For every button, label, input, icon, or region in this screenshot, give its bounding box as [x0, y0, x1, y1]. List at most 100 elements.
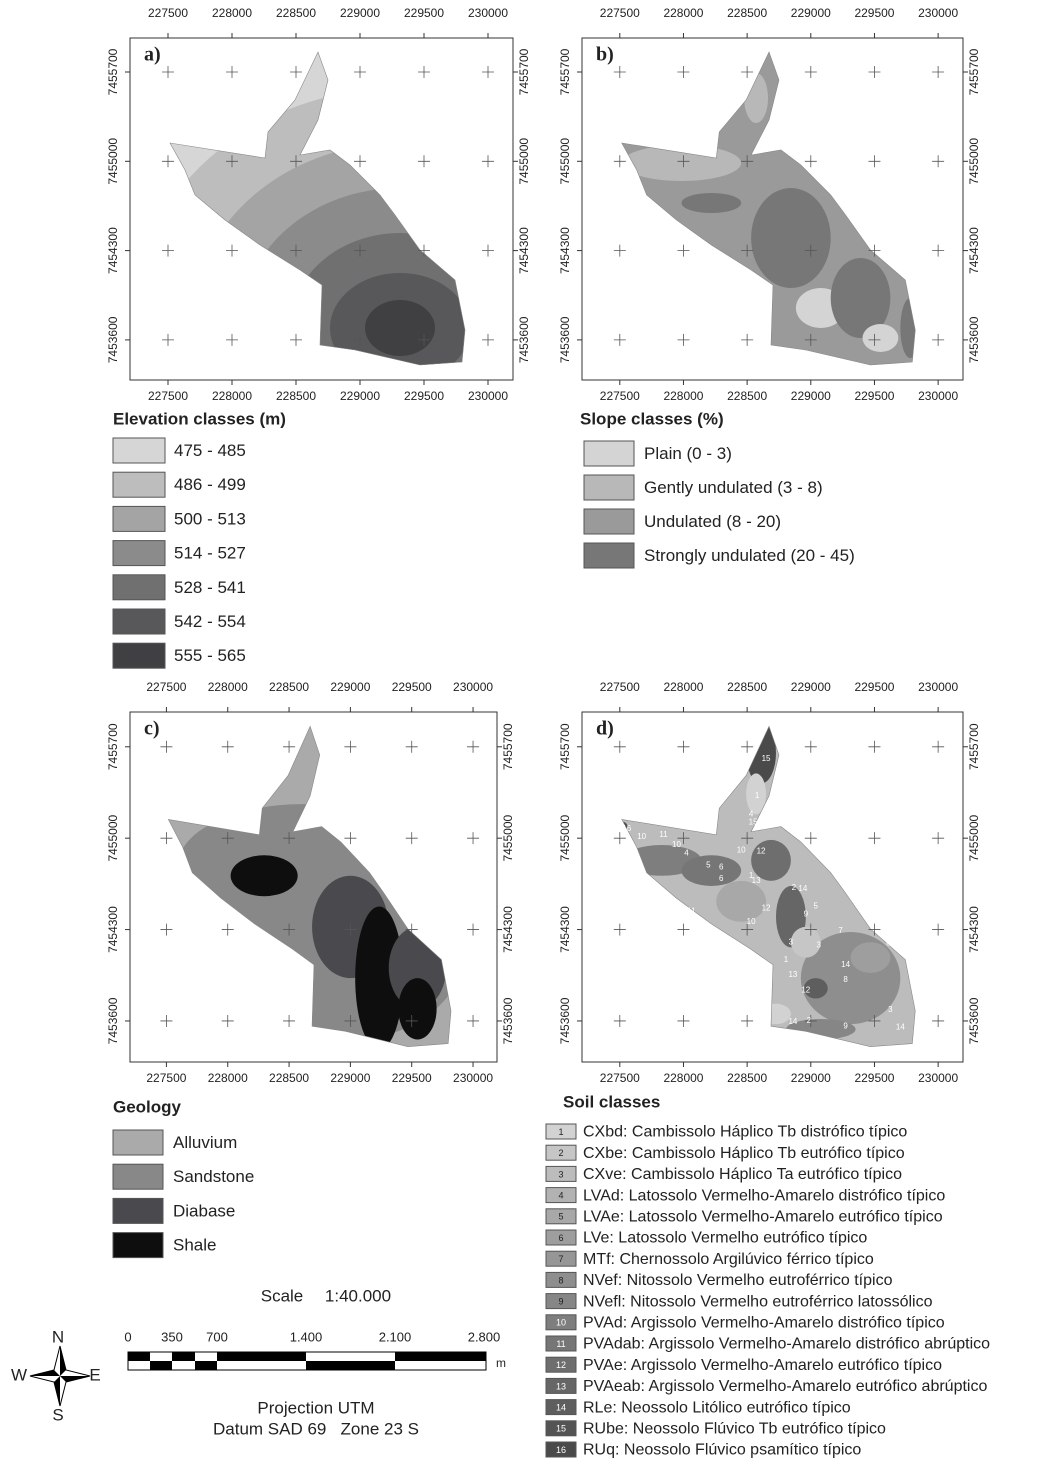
x-coord-label: 228000 [663, 680, 703, 694]
scale-unit: m [496, 1356, 506, 1370]
legend-title: Slope classes (%) [580, 409, 724, 428]
y-coord-label: 7455700 [967, 48, 981, 95]
map-region [398, 978, 436, 1039]
x-coord-label: 228500 [276, 6, 316, 20]
map-region [681, 855, 741, 886]
x-coord-label: 229000 [340, 389, 380, 403]
legend-label: 475 - 485 [174, 441, 246, 460]
y-coord-label: 7455700 [967, 723, 981, 770]
legend-swatch [113, 1233, 163, 1258]
scale-bar-label: 0 [124, 1329, 131, 1344]
scale-bar-label: 2.800 [468, 1329, 501, 1344]
x-coord-label: 230000 [468, 389, 508, 403]
map-region [863, 324, 899, 352]
y-coord-label: 7453600 [106, 997, 120, 1044]
y-coord-label: 7455000 [558, 815, 572, 862]
legend-label: CXbe: Cambissolo Háplico Tb eutrófico tí… [583, 1145, 905, 1162]
y-coord-label: 7455000 [501, 815, 515, 862]
y-coord-label: 7455000 [106, 815, 120, 862]
map-soil-label: 1 [784, 955, 789, 964]
legend-number: 2 [558, 1148, 563, 1158]
map-soil-label: 6 [719, 874, 724, 883]
map-soil-label: 11 [659, 830, 668, 839]
map-region [681, 193, 741, 213]
y-coord-label: 7454300 [558, 906, 572, 953]
scale-bar-label: 350 [161, 1329, 183, 1344]
legend-number: 10 [556, 1318, 566, 1328]
x-coord-label: 228000 [212, 6, 252, 20]
scale-bar-label: 1.400 [290, 1329, 323, 1344]
legend-label: CXbd: Cambissolo Háplico Tb distrófico t… [583, 1124, 907, 1141]
panel-label: b) [596, 44, 614, 66]
compass-letter: S [52, 1405, 63, 1424]
x-coord-label: 229500 [392, 1071, 432, 1085]
map-soil-label: 7 [838, 926, 843, 935]
x-coord-label: 229500 [854, 1071, 894, 1085]
x-coord-label: 227500 [148, 6, 188, 20]
x-coord-label: 229500 [854, 389, 894, 403]
legend-title: Geology [113, 1097, 182, 1116]
scale-bar-label: 2.100 [379, 1329, 412, 1344]
scale-segment [306, 1361, 395, 1370]
y-coord-label: 7453600 [106, 316, 120, 363]
map-soil-label: 3 [817, 940, 822, 949]
legend-label: PVAd: Argissolo Vermelho-Amarelo distróf… [583, 1315, 945, 1332]
y-coord-label: 7453600 [501, 997, 515, 1044]
x-coord-label: 229000 [791, 389, 831, 403]
legend-label: Shale [173, 1236, 216, 1255]
y-coord-label: 7455000 [558, 138, 572, 185]
map-region [365, 300, 435, 356]
map-region [716, 881, 766, 922]
x-coord-label: 230000 [453, 1071, 493, 1085]
x-coord-label: 230000 [918, 389, 958, 403]
legend-label: NVefl: Nitossolo Vermelho eutroférrico l… [583, 1293, 933, 1310]
map-soil-label: 13 [788, 970, 797, 979]
map-soil-label: 14 [788, 1017, 797, 1026]
legend-swatch [113, 1198, 163, 1223]
legend-label: Sandstone [173, 1167, 254, 1186]
legend-swatch [113, 1164, 163, 1189]
panel-label: a) [144, 44, 161, 66]
map-soil-label: 12 [762, 904, 771, 913]
map-soil-label: 14 [896, 1022, 905, 1031]
legend-label: RLe: Neossolo Litólico eutrófico típico [583, 1399, 851, 1416]
legend-number: 9 [558, 1296, 563, 1306]
legend-label: 486 - 499 [174, 475, 246, 494]
x-coord-label: 230000 [468, 6, 508, 20]
map-soil-label: 16 [622, 824, 631, 833]
y-coord-label: 7453600 [558, 997, 572, 1044]
x-coord-label: 229500 [854, 6, 894, 20]
map-soil-label: 11 [687, 907, 696, 916]
legend-label: 514 - 527 [174, 544, 246, 563]
legend-label: RUbe: Neossolo Flúvico Tb eutrófico típi… [583, 1421, 886, 1438]
legend-swatch [584, 475, 634, 500]
x-coord-label: 229000 [791, 6, 831, 20]
x-coord-label: 228500 [727, 389, 767, 403]
map-soil-label: 15 [762, 754, 771, 763]
legend-label: Alluvium [173, 1133, 237, 1152]
map-soil-label: 10 [672, 840, 681, 849]
scale-bar-label: 700 [206, 1329, 228, 1344]
legend-number: 4 [558, 1190, 563, 1200]
x-coord-label: 230000 [918, 1071, 958, 1085]
map-soil-label: 1 [755, 791, 760, 800]
legend-swatch [113, 506, 165, 531]
compass-letter: N [52, 1327, 64, 1346]
x-coord-label: 227500 [600, 6, 640, 20]
legend-swatch [113, 1130, 163, 1155]
legend-number: 8 [558, 1275, 563, 1285]
y-coord-label: 7455000 [517, 138, 531, 185]
map-soil-label: 3 [789, 937, 794, 946]
map-soil-label: 12 [801, 985, 810, 994]
legend-swatch [113, 438, 165, 463]
legend-label: LVe: Latossolo Vermelho eutrófico típico [583, 1230, 867, 1247]
scale-segment [128, 1352, 150, 1361]
panel-label: d) [596, 718, 614, 740]
legend-label: PVAdab: Argissolo Vermelho-Amarelo distr… [583, 1336, 990, 1353]
scale-ratio: 1:40.000 [325, 1286, 391, 1305]
legend-swatch [584, 543, 634, 568]
figure: 227500 227500 228000 228000 228500 228500 2290… [0, 0, 1046, 1460]
map-soil-label: 14 [841, 960, 850, 969]
y-coord-label: 7453600 [558, 316, 572, 363]
y-coord-label: 7454300 [558, 227, 572, 274]
